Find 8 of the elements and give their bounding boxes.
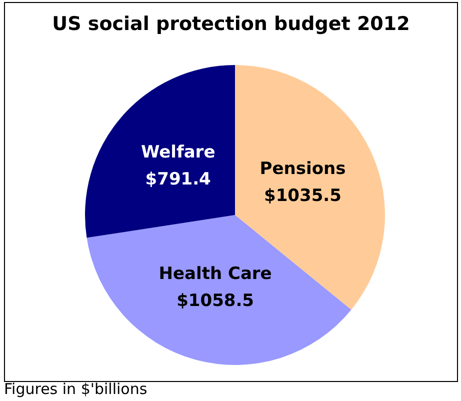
chart-title: US social protection budget 2012 bbox=[51, 13, 411, 35]
data-label: $1035.5 bbox=[264, 186, 342, 206]
slice-label: Pensions bbox=[260, 159, 346, 180]
slice-label: Welfare bbox=[140, 142, 216, 163]
data-label: $791.4 bbox=[145, 170, 212, 190]
data-label: $1058.5 bbox=[176, 290, 254, 311]
slice-label: Health Care bbox=[158, 264, 272, 284]
text: Figures in $'billions bbox=[4, 380, 148, 398]
